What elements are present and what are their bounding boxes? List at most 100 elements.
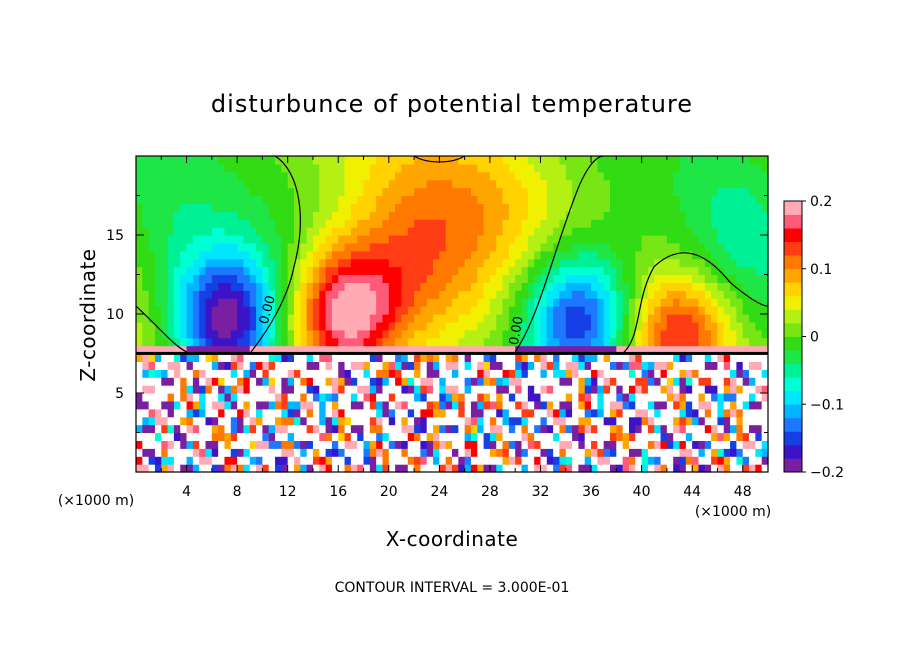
- heatmap-cell: [628, 187, 636, 197]
- heatmap-cell: [711, 250, 719, 260]
- heatmap-cell: [489, 432, 497, 441]
- heatmap-cell: [287, 464, 295, 473]
- heatmap-cell: [755, 211, 763, 220]
- heatmap-cell: [521, 432, 529, 441]
- heatmap-cell: [407, 227, 415, 236]
- heatmap-cell: [180, 163, 188, 173]
- heatmap-cell: [395, 195, 403, 204]
- heatmap-cell: [755, 235, 763, 244]
- heatmap-cell: [433, 400, 440, 410]
- heatmap-cell: [685, 163, 693, 173]
- heatmap-cell: [584, 337, 592, 347]
- heatmap-cell: [546, 369, 554, 378]
- heatmap-cell: [199, 432, 207, 441]
- heatmap-cell: [502, 211, 510, 220]
- heatmap-cell: [439, 250, 447, 260]
- heatmap-cell: [755, 321, 763, 331]
- heatmap-cell: [685, 353, 693, 362]
- heatmap-cell: [363, 211, 371, 220]
- heatmap-cell: [331, 242, 339, 252]
- heatmap-cell: [698, 424, 706, 434]
- heatmap-cell: [591, 195, 598, 204]
- heatmap-cell: [249, 432, 257, 441]
- heatmap-cell: [647, 321, 655, 331]
- heatmap-cell: [369, 266, 377, 276]
- heatmap-cell: [470, 250, 478, 260]
- x-tick-label: 44: [683, 484, 701, 500]
- heatmap-cell: [591, 393, 598, 402]
- heatmap-cell: [692, 187, 700, 197]
- heatmap-cell: [161, 400, 169, 410]
- heatmap-cell: [192, 416, 200, 426]
- heatmap-cell: [363, 290, 371, 299]
- heatmap-cell: [211, 282, 219, 291]
- heatmap-cell: [369, 290, 377, 299]
- heatmap-cell: [742, 179, 750, 189]
- heatmap-cell: [382, 298, 390, 307]
- heatmap-cell: [300, 464, 308, 473]
- heatmap-cell: [136, 321, 143, 331]
- heatmap-cell: [749, 432, 756, 441]
- heatmap-cell: [142, 456, 150, 465]
- heatmap-cell: [312, 195, 320, 204]
- heatmap-cell: [294, 242, 301, 252]
- heatmap-cell: [635, 464, 643, 473]
- heatmap-cell: [749, 329, 756, 339]
- heatmap-cell: [192, 337, 200, 347]
- heatmap-cell: [521, 448, 529, 457]
- heatmap-cell: [622, 235, 630, 244]
- heatmap-cell: [717, 298, 725, 307]
- heatmap-cell: [167, 408, 175, 418]
- heatmap-cell: [673, 448, 681, 457]
- heatmap-cell: [685, 329, 693, 339]
- heatmap-cell: [635, 235, 643, 244]
- heatmap-cell: [496, 163, 504, 173]
- heatmap-cell: [755, 314, 763, 323]
- heatmap-cell: [369, 242, 377, 252]
- heatmap-cell: [704, 440, 712, 449]
- heatmap-cell: [559, 464, 567, 473]
- heatmap-cell: [224, 298, 232, 307]
- heatmap-cell: [654, 440, 662, 449]
- heatmap-cell: [211, 242, 219, 252]
- heatmap-cell: [306, 448, 314, 457]
- heatmap-cell: [306, 258, 314, 268]
- heatmap-cell: [161, 227, 169, 236]
- heatmap-cell: [426, 274, 434, 283]
- heatmap-cell: [388, 337, 396, 347]
- heatmap-cell: [173, 408, 181, 418]
- heatmap-cell: [186, 377, 194, 386]
- heatmap-cell: [635, 290, 643, 299]
- heatmap-cell: [572, 377, 579, 386]
- heatmap-cell: [439, 187, 447, 197]
- heatmap-cell: [546, 424, 554, 434]
- heatmap-cell: [736, 171, 744, 181]
- heatmap-cell: [287, 242, 295, 252]
- heatmap-cell: [654, 187, 662, 197]
- heatmap-cell: [559, 329, 567, 339]
- heatmap-cell: [414, 242, 421, 252]
- heatmap-cell: [534, 203, 542, 212]
- heatmap-cell: [477, 361, 485, 370]
- heatmap-cell: [635, 432, 643, 441]
- heatmap-cell: [730, 369, 737, 378]
- heatmap-cell: [237, 369, 245, 378]
- heatmap-cell: [331, 456, 339, 465]
- heatmap-cell: [597, 377, 605, 386]
- heatmap-cell: [622, 171, 630, 181]
- heatmap-cell: [723, 329, 731, 339]
- heatmap-cell: [249, 274, 257, 283]
- heatmap-cell: [281, 266, 289, 276]
- heatmap-cell: [742, 171, 750, 181]
- heatmap-cell: [666, 361, 674, 370]
- heatmap-cell: [502, 424, 510, 434]
- heatmap-cell: [338, 337, 346, 347]
- heatmap-cell: [268, 393, 276, 402]
- heatmap-cell: [319, 448, 327, 457]
- heatmap-cell: [382, 306, 390, 315]
- heatmap-cell: [369, 203, 377, 212]
- heatmap-cell: [452, 393, 459, 402]
- heatmap-cell: [749, 321, 756, 331]
- heatmap-cell: [154, 408, 162, 418]
- heatmap-cell: [161, 195, 169, 204]
